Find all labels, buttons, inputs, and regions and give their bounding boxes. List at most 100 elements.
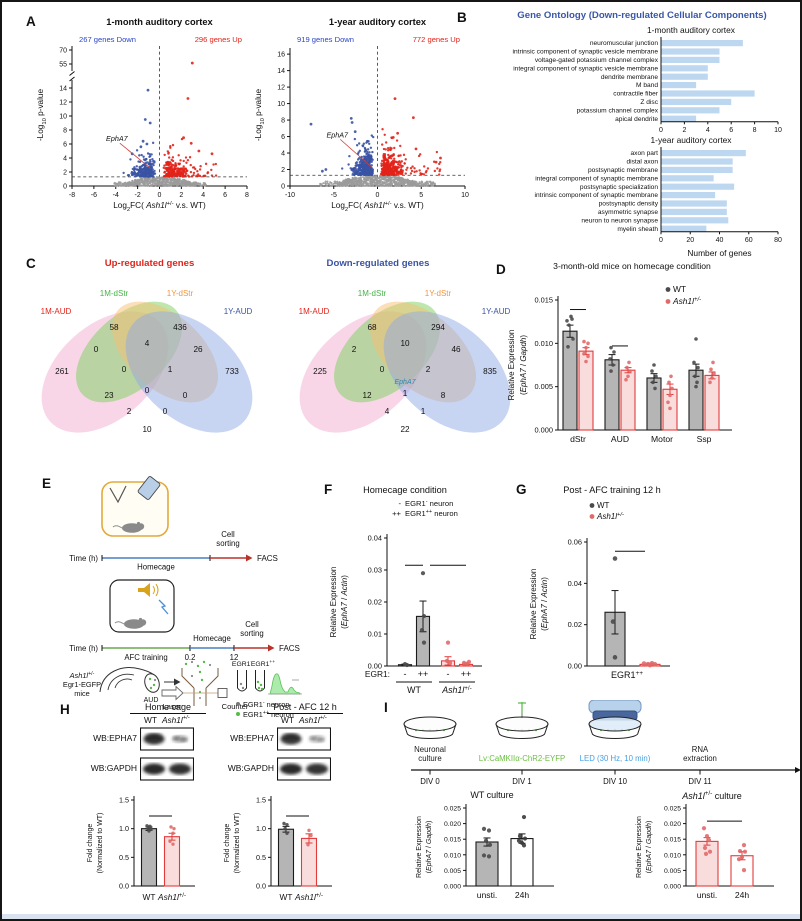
svg-text:10: 10 <box>59 114 67 121</box>
svg-text:potassium channel complex: potassium channel complex <box>577 107 659 114</box>
svg-text:LED (30 Hz, 10 min): LED (30 Hz, 10 min) <box>580 754 651 763</box>
svg-text:12: 12 <box>230 653 239 662</box>
svg-text:contractile fiber: contractile fiber <box>613 91 659 98</box>
svg-text:dendrite membrane: dendrite membrane <box>601 74 659 81</box>
svg-text:772 genes Up: 772 genes Up <box>413 35 460 44</box>
svg-text:Time (h): Time (h) <box>69 644 98 653</box>
svg-text:Log2FC( Ash1l+/- v.s. WT): Log2FC( Ash1l+/- v.s. WT) <box>331 201 424 213</box>
svg-text:extraction: extraction <box>683 754 717 763</box>
svg-text:-Log10 p-value: -Log10 p-value <box>36 89 48 142</box>
svg-text:neuromuscular junction: neuromuscular junction <box>590 40 659 47</box>
svg-text:24h: 24h <box>735 890 750 900</box>
svg-text:1: 1 <box>403 389 408 398</box>
panel-g-label: G <box>516 482 527 497</box>
svg-text:DIV 10: DIV 10 <box>603 777 627 786</box>
bar-chart-homecage-egr1: 0.00 0.01 0.02 0.03 0.04 Relative Expression(… <box>320 480 555 725</box>
svg-text:DIV 11: DIV 11 <box>688 777 711 786</box>
svg-text:0.03: 0.03 <box>368 566 382 575</box>
svg-text:261: 261 <box>55 367 69 376</box>
svg-text:0: 0 <box>376 192 380 199</box>
svg-text:EphA7: EphA7 <box>326 130 349 139</box>
bottom-strip <box>2 914 800 919</box>
blot-group-post-afc: Post - AFC 12 h WT Ash1l+/- WB:EPHA7 WB:… <box>197 702 357 919</box>
svg-text:EGR1- neuron: EGR1- neuron <box>243 700 289 709</box>
svg-text:1Y-AUD: 1Y-AUD <box>482 307 511 316</box>
blot-col-mut: Ash1l+/- <box>162 715 190 725</box>
svg-text:16: 16 <box>277 52 285 59</box>
svg-text:10: 10 <box>461 192 469 199</box>
svg-text:0.00: 0.00 <box>568 662 582 671</box>
svg-text:EGR1++: EGR1++ <box>251 660 275 668</box>
svg-text:58: 58 <box>109 323 119 332</box>
svg-text:0: 0 <box>183 391 188 400</box>
svg-text:AFC training: AFC training <box>124 653 167 662</box>
svg-text:RNA: RNA <box>692 745 709 754</box>
svg-text:0.010: 0.010 <box>444 852 461 859</box>
svg-text:Ash1l+/-: Ash1l+/- <box>69 671 95 680</box>
panel-d-label: D <box>496 262 506 277</box>
svg-text:asymmetric synapse: asymmetric synapse <box>598 209 658 216</box>
svg-text:1M-AUD: 1M-AUD <box>41 307 72 316</box>
svg-text:14: 14 <box>59 86 67 93</box>
svg-text:-: - <box>447 669 450 679</box>
svg-text:1-year auditory cortex: 1-year auditory cortex <box>329 17 427 27</box>
svg-text:Homecage: Homecage <box>193 634 231 643</box>
svg-text:1M-AUD: 1M-AUD <box>299 307 330 316</box>
svg-text:0.005: 0.005 <box>444 868 461 875</box>
svg-text:postsynaptic specialization: postsynaptic specialization <box>580 184 658 191</box>
svg-text:0.005: 0.005 <box>535 382 554 391</box>
svg-text:++: ++ <box>461 669 472 679</box>
svg-text:sorting: sorting <box>240 629 263 638</box>
svg-text:EGR1- neuron: EGR1- neuron <box>405 499 453 508</box>
svg-text:296 genes Up: 296 genes Up <box>195 35 242 44</box>
svg-text:60: 60 <box>745 237 753 244</box>
svg-text:0: 0 <box>659 237 663 244</box>
blot-col-wt: WT <box>144 715 157 725</box>
svg-text:-Log10 p-value: -Log10 p-value <box>254 89 266 142</box>
svg-text:WT: WT <box>597 501 610 510</box>
bar-chart-wt-culture: 0.000 0.005 0.010 0.015 0.020 0.025 Relative E… <box>414 800 594 919</box>
svg-text:1-year auditory cortex: 1-year auditory cortex <box>651 135 733 145</box>
svg-text:4: 4 <box>706 127 710 134</box>
svg-text:integral component of synaptic: integral component of synaptic vesicle m… <box>513 65 658 72</box>
bar-chart-mut-culture: 0.000 0.005 0.010 0.015 0.020 0.025 Relative E… <box>634 800 800 919</box>
svg-text:0.0: 0.0 <box>256 882 266 891</box>
panel-h-label: H <box>60 702 70 717</box>
svg-text:intrinsic component of synapti: intrinsic component of synaptic membrane <box>534 192 658 199</box>
svg-text:267 genes Down: 267 genes Down <box>79 35 136 44</box>
svg-text:0.5: 0.5 <box>256 853 266 862</box>
svg-text:1M-dStr: 1M-dStr <box>100 289 129 298</box>
go-chart-1year: 1-year auditory cortex axon part distal ax… <box>486 134 800 269</box>
svg-text:0: 0 <box>659 127 663 134</box>
svg-text:(Normalized to WT): (Normalized to WT) <box>234 813 241 874</box>
blot-title: Home cage <box>130 702 206 714</box>
svg-text:Post - AFC training 12 h: Post - AFC training 12 h <box>563 485 661 495</box>
svg-text:AUD: AUD <box>611 434 629 444</box>
svg-text:2: 2 <box>352 345 357 354</box>
panel-e-label: E <box>42 476 52 491</box>
svg-text:neuron to neuron synapse: neuron to neuron synapse <box>581 217 658 224</box>
svg-text:0.000: 0.000 <box>664 884 681 891</box>
svg-text:Relative Expression: Relative Expression <box>636 816 643 878</box>
svg-text:sorting: sorting <box>216 539 239 548</box>
svg-text:0.005: 0.005 <box>664 868 681 875</box>
svg-text:0.04: 0.04 <box>568 579 582 588</box>
svg-text:Lv:CaMKIIα-ChR2-EYFP: Lv:CaMKIIα-ChR2-EYFP <box>479 754 565 763</box>
svg-text:4: 4 <box>145 339 150 348</box>
svg-text:1Y-dStr: 1Y-dStr <box>167 289 194 298</box>
svg-text:225: 225 <box>313 367 327 376</box>
svg-text:436: 436 <box>173 323 187 332</box>
panel-c-label: C <box>26 256 36 271</box>
svg-text:1.5: 1.5 <box>256 796 266 805</box>
svg-text:1.0: 1.0 <box>119 824 129 833</box>
svg-text:-2: -2 <box>135 192 141 199</box>
svg-text:DIV 0: DIV 0 <box>420 777 440 786</box>
svg-text:0.000: 0.000 <box>535 426 554 435</box>
svg-text:0: 0 <box>380 365 385 374</box>
svg-text:Homecage condition: Homecage condition <box>363 485 447 495</box>
svg-text:voltage-gated potassium channe: voltage-gated potassium channel complex <box>535 57 659 64</box>
svg-text:12: 12 <box>362 391 372 400</box>
svg-text:0.015: 0.015 <box>664 837 681 844</box>
svg-text:0.020: 0.020 <box>444 821 461 828</box>
svg-text:Ssp: Ssp <box>697 434 712 444</box>
